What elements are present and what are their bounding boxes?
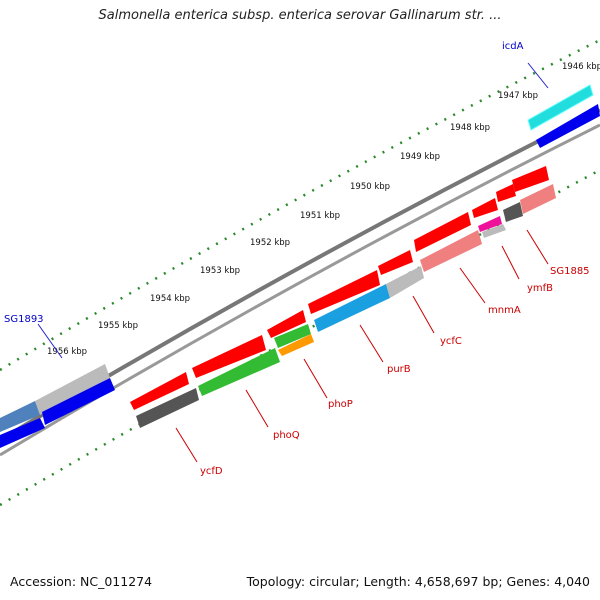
- gene-ycfC-red[interactable]: [378, 250, 413, 275]
- gene-ycfD-grey[interactable]: [136, 388, 199, 428]
- gene-label-mnmA[interactable]: mnmA: [488, 305, 521, 316]
- gene-SG1885-dark[interactable]: [503, 202, 523, 222]
- gene-icdA-blue[interactable]: [536, 104, 600, 148]
- leader-SG1885: [526, 229, 549, 265]
- gene-label-SG1885[interactable]: SG1885: [550, 266, 590, 277]
- topology-text: Topology: circular; Length: 4,658,697 bp…: [246, 574, 590, 589]
- gene-phoQ-green[interactable]: [198, 348, 280, 396]
- gene-label-phoP[interactable]: phoP: [328, 399, 353, 410]
- leader-ycfD: [175, 427, 198, 463]
- kbp-label: 1947 kbp: [498, 91, 538, 101]
- leader-purB: [359, 324, 384, 363]
- leader-ycfC: [412, 295, 435, 334]
- leader-phoQ: [245, 389, 269, 428]
- gene-SG1893-grey[interactable]: [35, 364, 110, 415]
- gene-SG1885-pink[interactable]: [520, 184, 556, 214]
- gene-phoQ-red[interactable]: [192, 335, 266, 378]
- gene-SG1893-blue-b[interactable]: [0, 418, 45, 448]
- kbp-label: 1948 kbp: [450, 123, 490, 133]
- gene-mnmA-pink[interactable]: [420, 230, 482, 272]
- kbp-label: 1956 kbp: [47, 347, 87, 357]
- gene-label-purB[interactable]: purB: [387, 364, 411, 375]
- leader-phoP: [303, 358, 328, 399]
- gene-SG1893-blue-a[interactable]: [42, 378, 115, 425]
- accession-text: Accession: NC_011274: [10, 574, 153, 589]
- gene-label-phoQ[interactable]: phoQ: [273, 430, 300, 441]
- leader-SG1893: [37, 323, 63, 359]
- kbp-label: 1952 kbp: [250, 238, 290, 248]
- gene-phoP-red[interactable]: [267, 310, 306, 338]
- gene-purB-red[interactable]: [308, 270, 380, 314]
- kbp-label: 1946 kbp: [562, 62, 600, 72]
- leader-mnmA: [459, 267, 486, 304]
- leader-ymfB: [501, 245, 520, 280]
- gene-label-SG1893[interactable]: SG1893: [4, 314, 44, 325]
- gene-phoP-green[interactable]: [274, 324, 311, 348]
- kbp-labels: 1946 kbp 1947 kbp 1948 kbp 1949 kbp 1950 kbp…: [47, 62, 600, 357]
- gene-label-ymfB[interactable]: ymfB: [527, 283, 553, 294]
- gene-ycfC-grey[interactable]: [386, 266, 424, 298]
- gene-mnmA-red[interactable]: [414, 212, 471, 252]
- gene-SG1885-red-a[interactable]: [496, 184, 516, 202]
- backbone-inner: [0, 123, 600, 457]
- genome-title: Salmonella enterica subsp. enterica sero…: [98, 8, 502, 23]
- gene-label-ycfD[interactable]: ycfD: [200, 466, 223, 477]
- kbp-label: 1949 kbp: [400, 152, 440, 162]
- gene-ymfB-grey[interactable]: [482, 224, 506, 238]
- gene-label-ycfC[interactable]: ycfC: [440, 336, 462, 347]
- kbp-label: 1955 kbp: [98, 321, 138, 331]
- kbp-label: 1954 kbp: [150, 294, 190, 304]
- gene-ymfB-magenta[interactable]: [478, 216, 502, 232]
- kbp-label: 1953 kbp: [200, 266, 240, 276]
- gene-SG1885-red-b[interactable]: [512, 166, 549, 192]
- gene-icdA-cyan[interactable]: [527, 84, 594, 131]
- gene-labels: icdA SG1893 SG1885 ymfB mnmA ycfC purB phoP phoQ…: [4, 41, 590, 477]
- gene-ycfD-red[interactable]: [130, 372, 189, 410]
- gene-purB-cyan[interactable]: [314, 284, 390, 332]
- gene-ymfB-red[interactable]: [472, 198, 498, 218]
- gene-phoP-orange[interactable]: [278, 334, 314, 356]
- kbp-label: 1951 kbp: [300, 211, 340, 221]
- kbp-label: 1950 kbp: [350, 182, 390, 192]
- gene-label-icdA[interactable]: icdA: [502, 41, 524, 52]
- leader-icdA: [527, 62, 549, 89]
- gene-SG1893-steel[interactable]: [0, 401, 40, 432]
